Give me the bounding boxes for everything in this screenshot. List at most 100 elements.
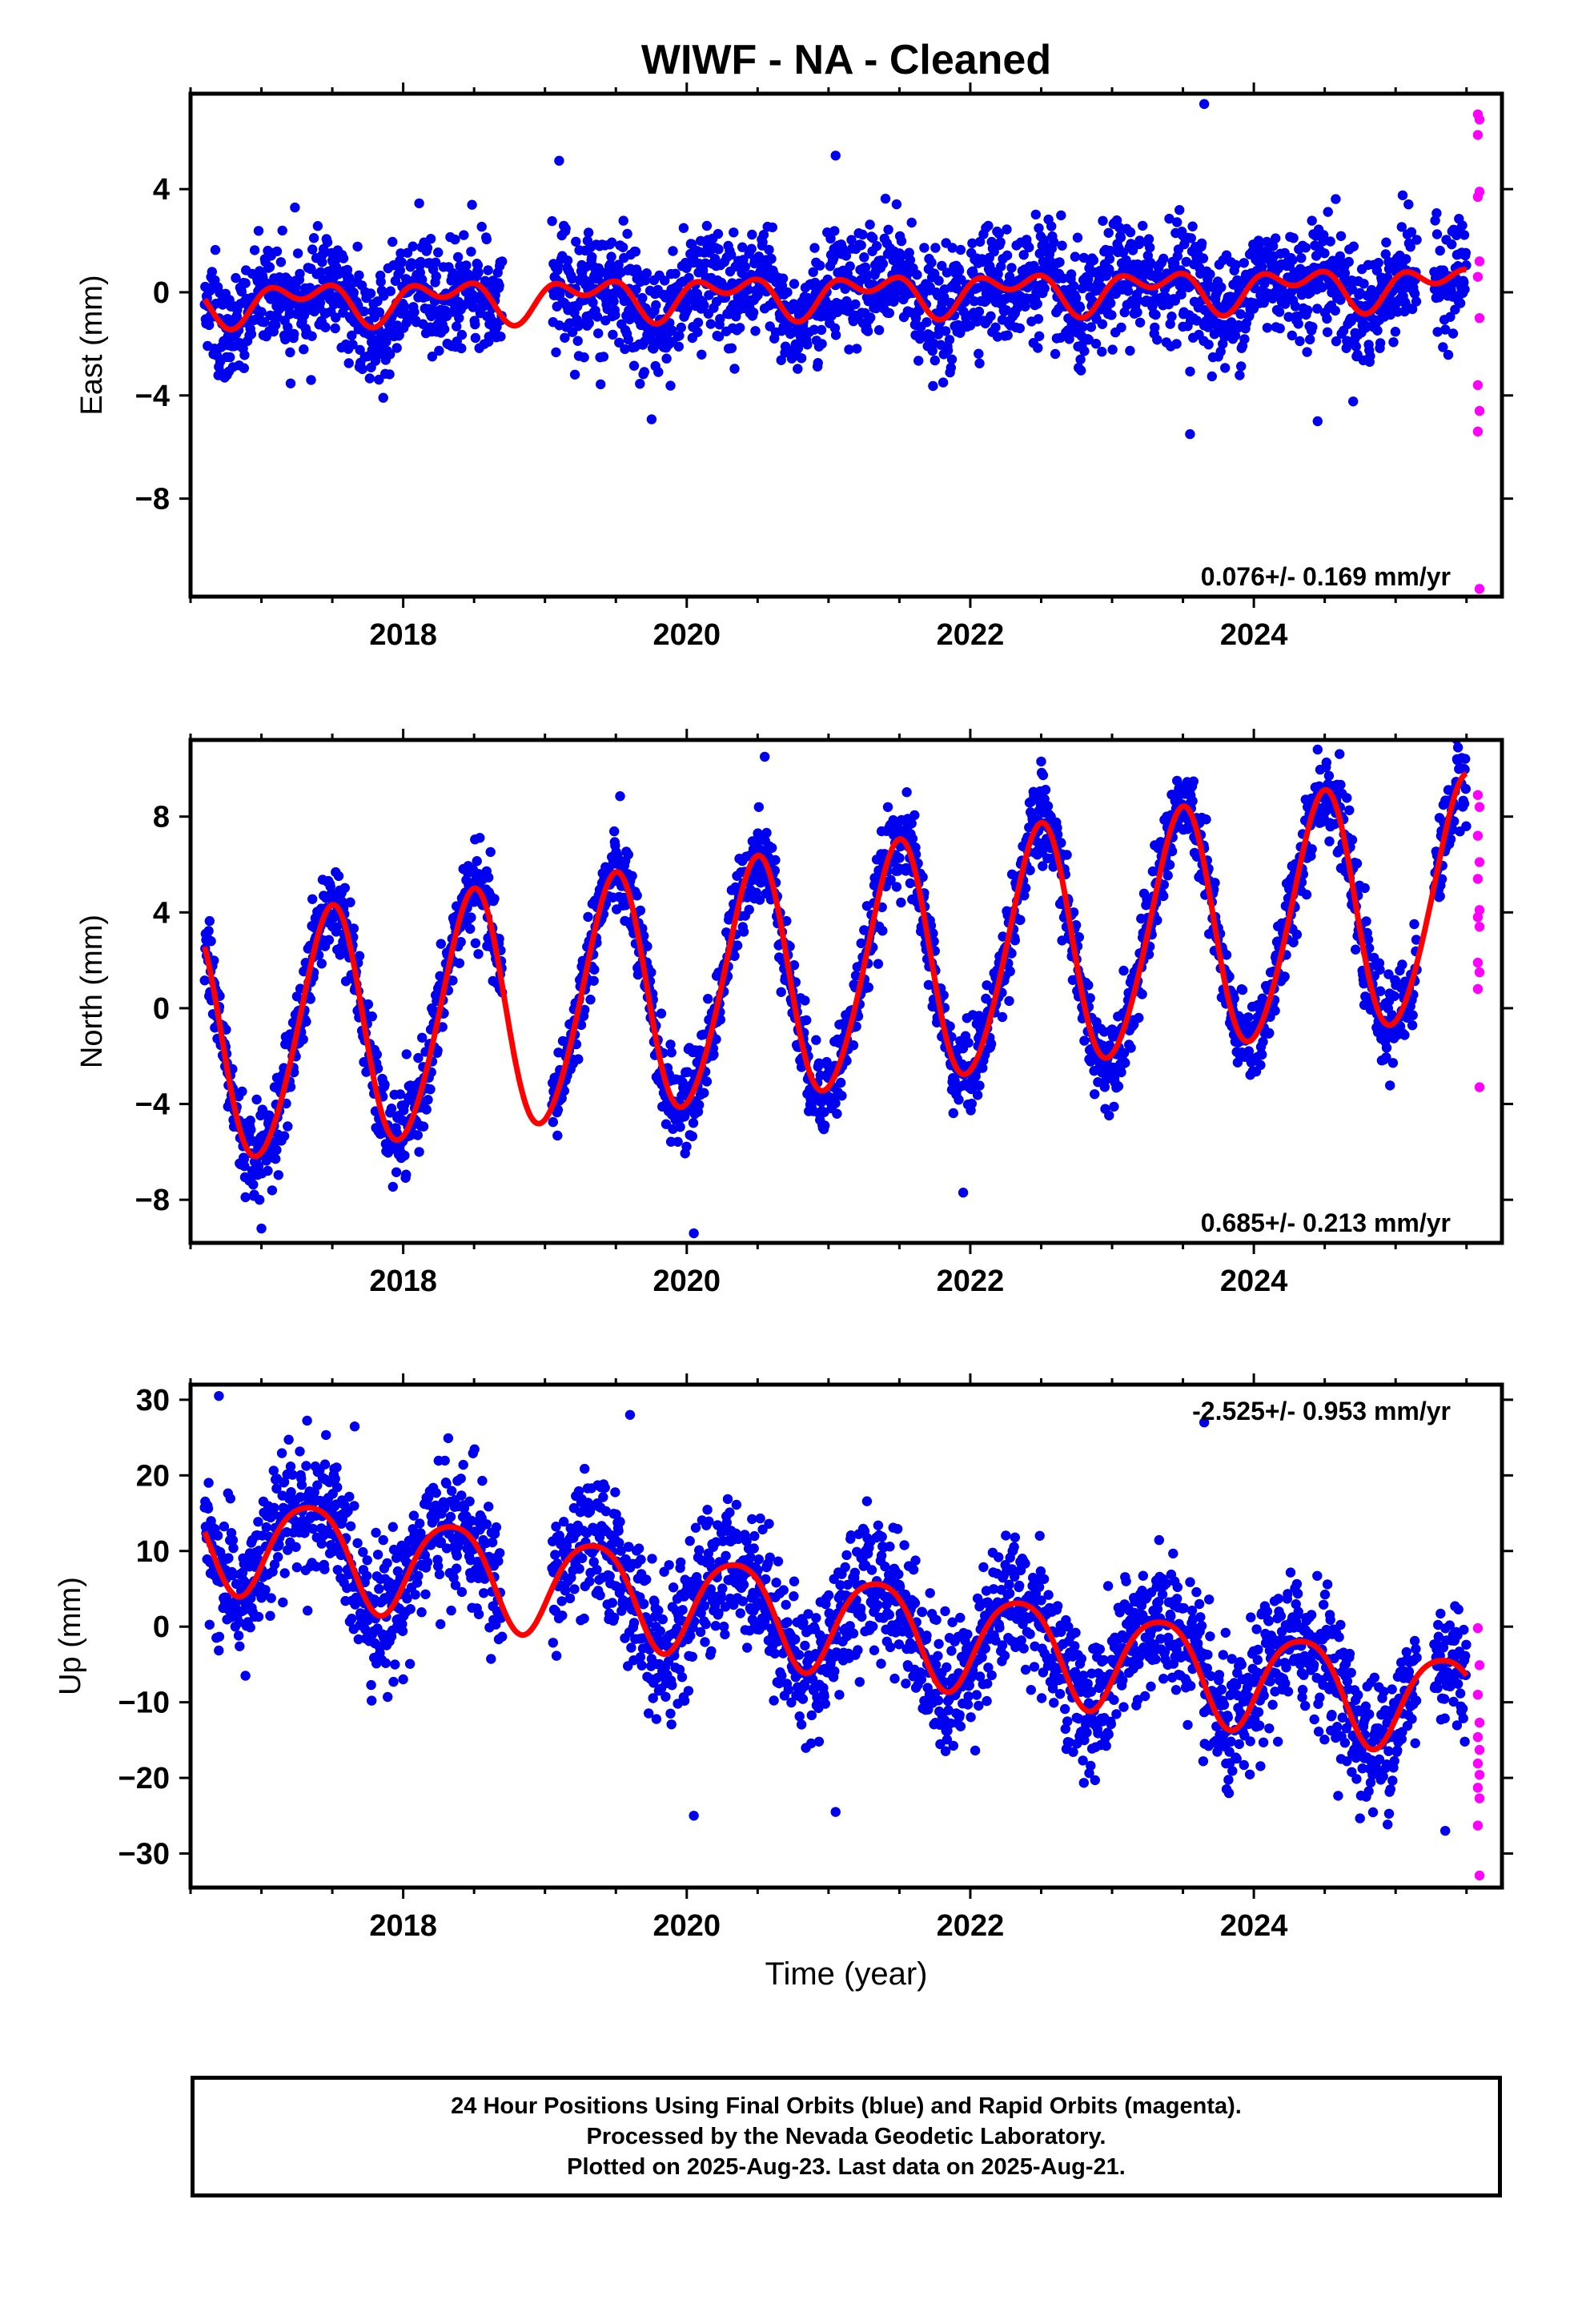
east-point — [940, 326, 951, 336]
east-point — [614, 337, 624, 348]
east-point — [1331, 336, 1342, 347]
north-point — [576, 1019, 587, 1031]
east-x-tick-label: 2022 — [937, 618, 1005, 652]
north-point — [473, 949, 484, 959]
east-point — [830, 330, 841, 340]
east-point — [1406, 227, 1417, 237]
north-point — [1025, 865, 1035, 875]
east-point — [374, 307, 385, 318]
north-point — [1399, 1030, 1410, 1040]
east-point — [1104, 264, 1114, 275]
east-point — [699, 300, 709, 311]
east-point — [1239, 334, 1250, 344]
north-point — [395, 1089, 406, 1100]
east-point — [1319, 248, 1330, 259]
east-point — [400, 302, 410, 312]
east-point — [1268, 241, 1279, 251]
east-point — [1396, 222, 1407, 232]
east-point — [676, 322, 686, 333]
north-point — [885, 875, 896, 886]
north-point — [1243, 1012, 1254, 1023]
east-point — [1002, 330, 1013, 340]
north-point — [742, 892, 753, 903]
north-point — [1359, 883, 1370, 894]
east-point — [1203, 340, 1214, 350]
east-point — [450, 234, 460, 245]
north-point — [1409, 919, 1419, 930]
east-point — [1171, 339, 1182, 349]
east-point — [844, 344, 854, 355]
north-point — [298, 1034, 308, 1045]
east-point — [434, 345, 444, 356]
east-point — [1145, 242, 1155, 253]
east-point — [1335, 295, 1346, 305]
north-point — [204, 915, 215, 927]
east-point — [466, 247, 476, 257]
east-point — [766, 254, 777, 264]
north-point — [1397, 959, 1407, 970]
east-point — [729, 364, 740, 374]
north-point — [556, 1093, 567, 1104]
east-point — [315, 267, 326, 277]
east-point — [385, 286, 396, 296]
east-point — [934, 275, 944, 286]
east-point — [651, 300, 661, 311]
east-point — [1287, 255, 1298, 266]
north-point — [305, 994, 315, 1004]
east-point — [387, 236, 398, 247]
north-point — [1435, 891, 1445, 902]
east-point — [743, 284, 753, 295]
east-point — [433, 247, 444, 258]
east-y-tick-label: 4 — [153, 173, 170, 207]
east-point — [865, 312, 876, 323]
east-point — [668, 246, 678, 256]
east-point — [1132, 307, 1142, 318]
north-point — [339, 883, 350, 894]
east-point — [1460, 284, 1470, 295]
north-point — [1005, 966, 1015, 977]
north-point — [963, 1037, 974, 1048]
east-point — [859, 252, 869, 263]
north-point — [465, 923, 476, 935]
north-point — [1083, 980, 1094, 991]
east-point — [926, 257, 937, 268]
north-point — [391, 1167, 402, 1178]
east-point — [225, 352, 235, 363]
east-point — [417, 274, 428, 285]
east-point — [588, 297, 598, 308]
east-point — [1347, 284, 1358, 295]
east-point — [974, 348, 984, 359]
east-point — [496, 332, 506, 342]
north-point — [666, 1047, 677, 1058]
east-point — [653, 367, 664, 377]
north-point — [1375, 964, 1385, 975]
east-point — [289, 328, 299, 340]
east-point — [1098, 215, 1108, 226]
east-point — [587, 251, 597, 263]
east-point — [713, 244, 724, 255]
north-point — [371, 1049, 382, 1060]
east-point — [291, 282, 301, 292]
north-point — [905, 878, 916, 889]
east-point — [1001, 305, 1012, 316]
east-point — [315, 298, 326, 308]
north-point — [1301, 889, 1312, 900]
north-point — [1093, 1077, 1103, 1088]
east-point — [1351, 341, 1362, 352]
east-point — [868, 232, 878, 243]
north-point — [1335, 779, 1346, 790]
east-point — [995, 237, 1006, 247]
east-point — [1070, 251, 1081, 262]
north-point — [1126, 1043, 1136, 1053]
east-x-tick-label: 2024 — [1220, 618, 1288, 652]
north-point — [632, 891, 642, 901]
north-point — [1038, 770, 1049, 781]
north-point — [1020, 883, 1031, 894]
north-point — [1407, 1010, 1418, 1020]
east-data-layer — [199, 99, 1485, 594]
east-point — [579, 352, 589, 363]
north-point — [472, 856, 482, 866]
north-point — [635, 905, 646, 916]
east-point — [1231, 259, 1241, 270]
north-point — [997, 1011, 1008, 1023]
